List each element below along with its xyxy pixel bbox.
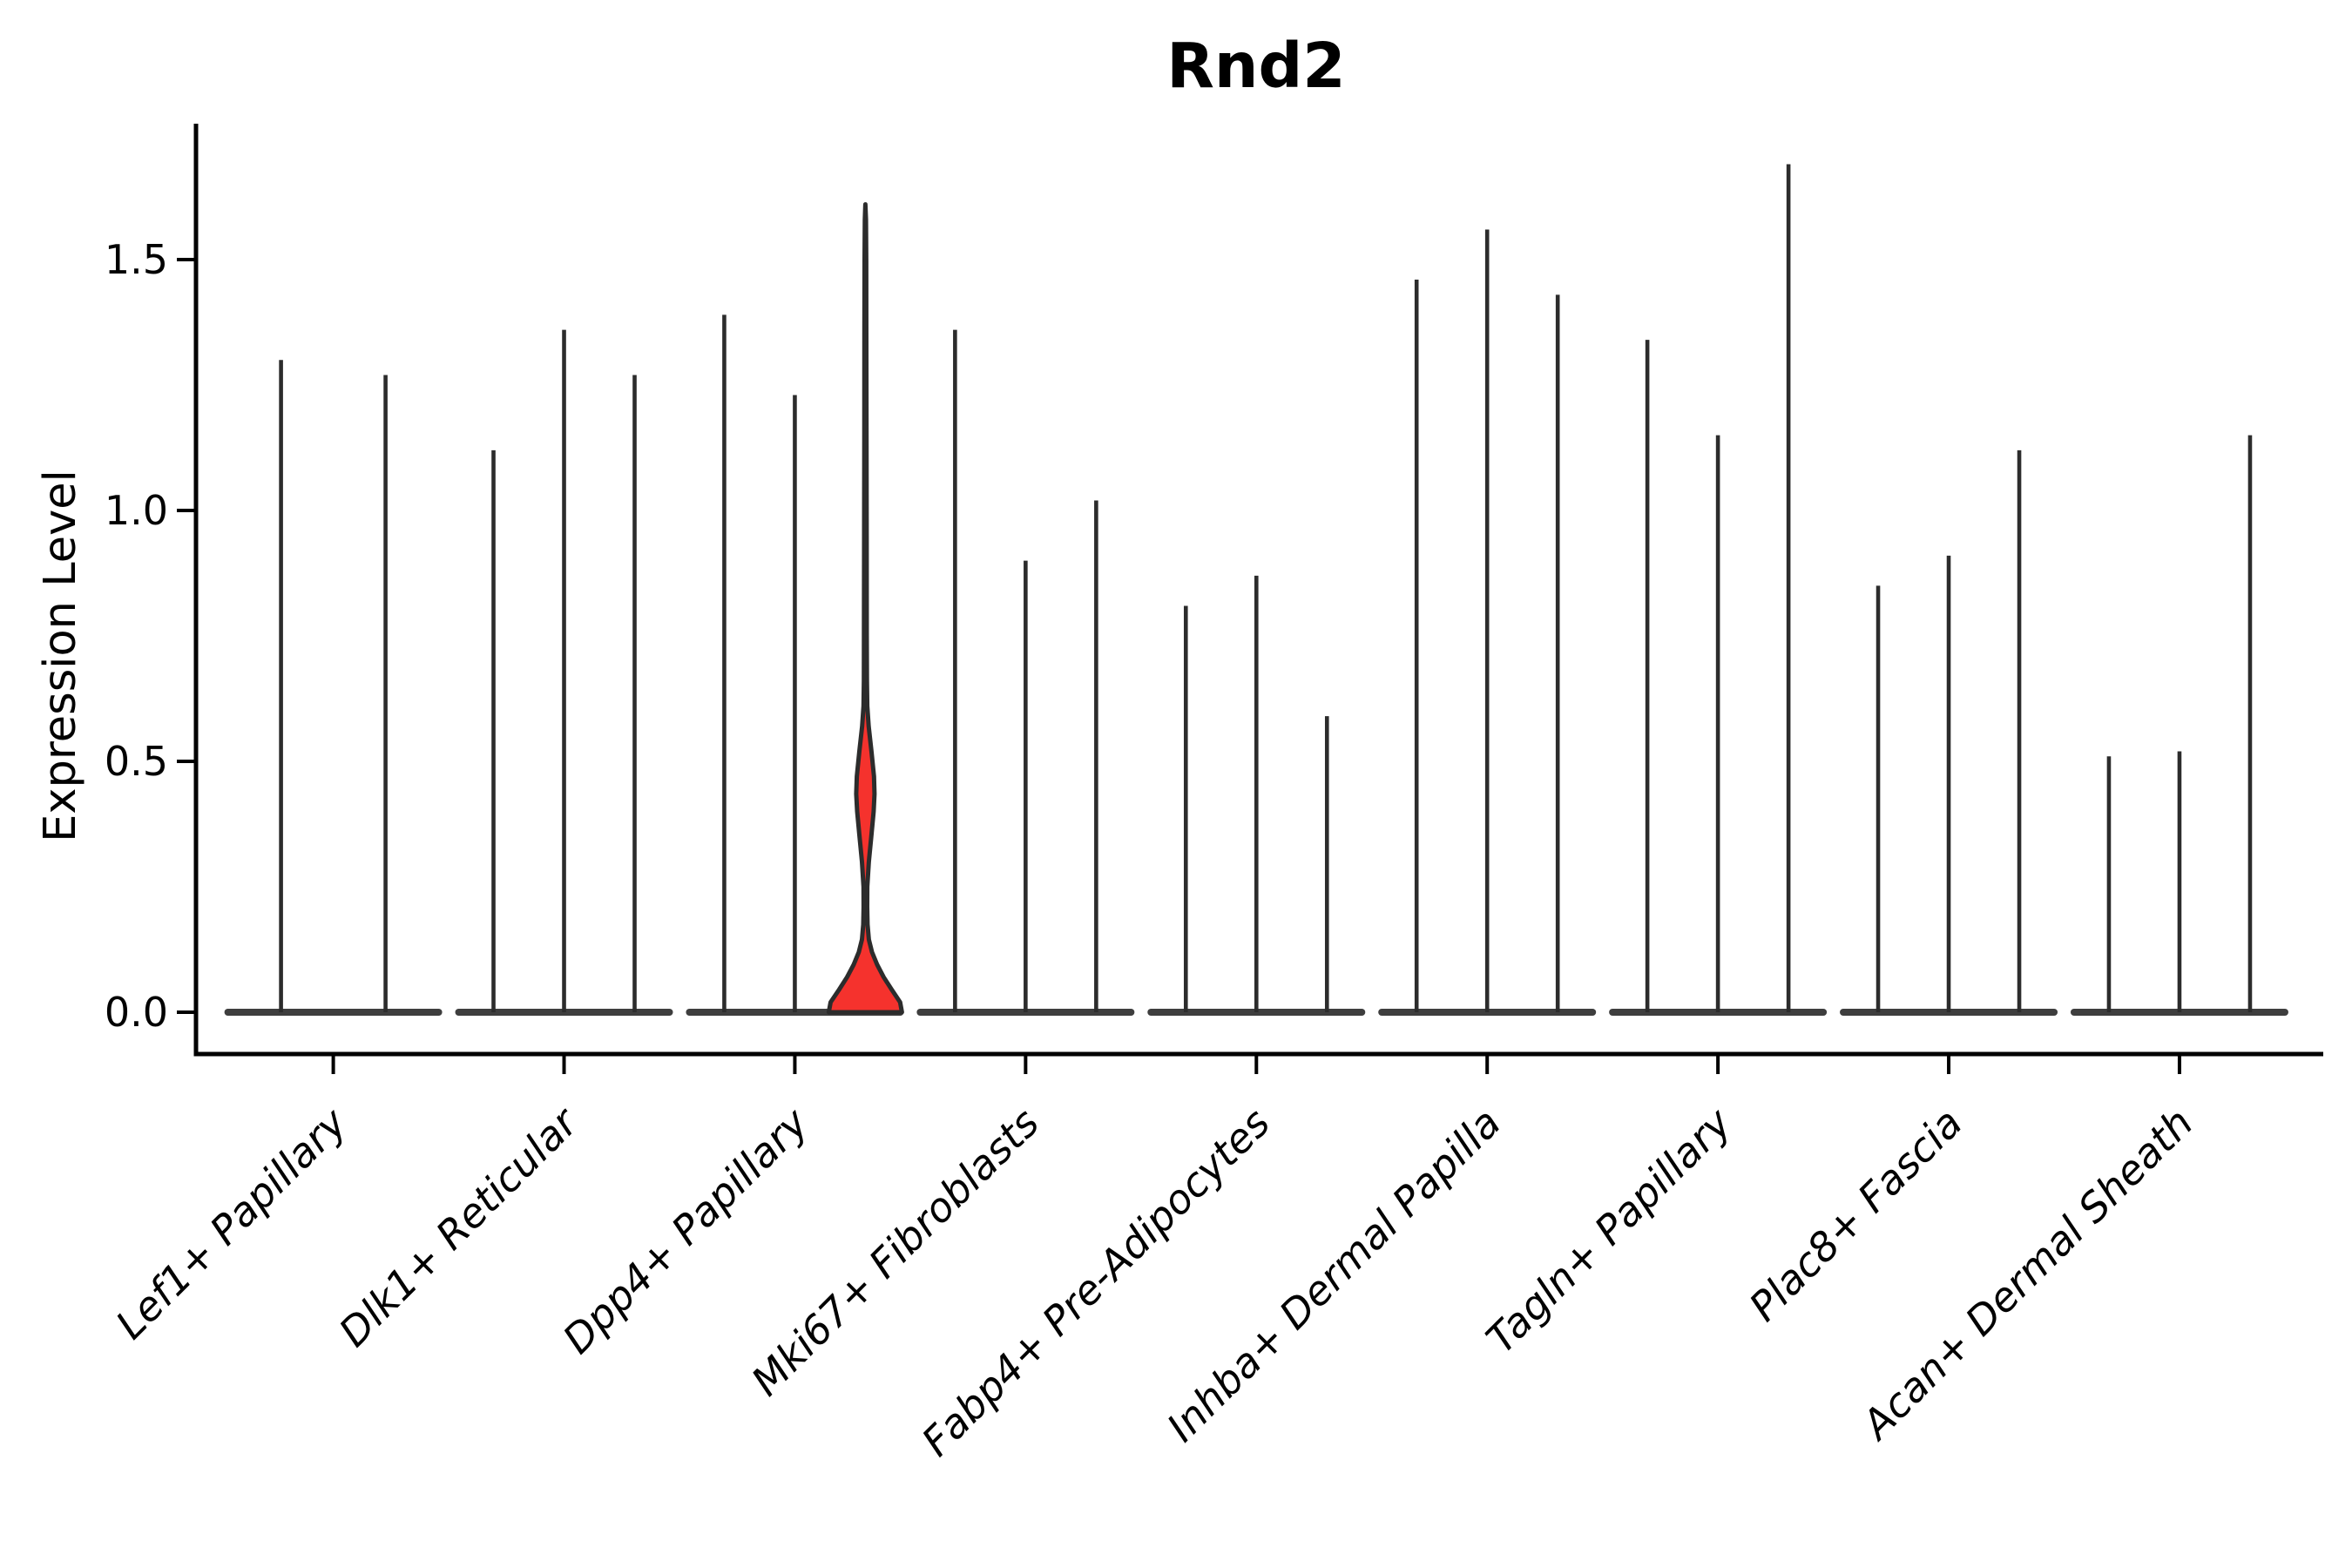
y-tick-label: 0.0 xyxy=(105,989,168,1036)
highlighted-violin xyxy=(826,202,904,1015)
y-tick-label: 0.5 xyxy=(105,738,168,785)
violins-layer xyxy=(279,164,2253,1015)
chart-title: Rnd2 xyxy=(1166,30,1345,102)
x-tick-label: Lef1+ Papillary xyxy=(106,1098,355,1348)
y-tick-label: 1.5 xyxy=(105,236,168,283)
x-tick-label: Dpp4+ Papillary xyxy=(554,1098,818,1362)
y-ticks-layer: 0.0 0.5 1.0 1.5 xyxy=(105,236,196,1036)
y-axis-label: Expression Level xyxy=(35,470,86,842)
x-tick-label: Tagln+ Papillary xyxy=(1477,1098,1741,1362)
y-tick-label: 1.0 xyxy=(105,487,168,534)
x-tick-label: Dlk1+ Reticular xyxy=(330,1097,589,1355)
x-tick-label: Plac8+ Fascia xyxy=(1740,1099,1970,1330)
